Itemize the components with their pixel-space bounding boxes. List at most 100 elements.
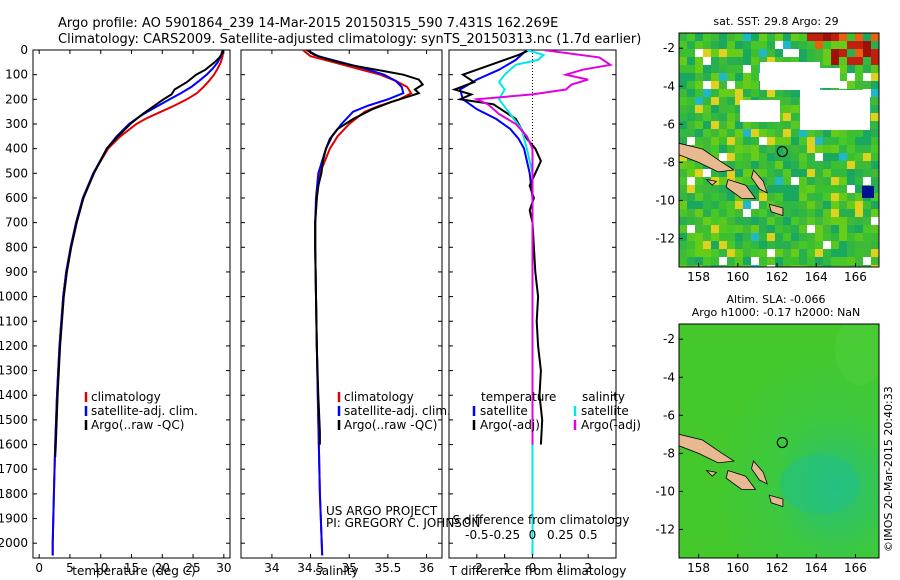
sst-cell (711, 129, 719, 137)
sst-cell (727, 145, 735, 153)
sst-cell (695, 249, 703, 257)
depth-tick-label: 1400 (0, 388, 28, 402)
island (679, 142, 736, 173)
sla-map-subtitle: Argo h1000: -0.17 h2000: NaN (692, 306, 861, 319)
sst-cell (807, 49, 815, 57)
sst-cell (703, 81, 711, 89)
sst-cell (847, 257, 855, 265)
sla-map (679, 324, 879, 558)
sst-cell (847, 65, 855, 73)
sst-cell (839, 81, 847, 89)
sst-cell (711, 249, 719, 257)
sst-cell (823, 265, 831, 267)
sst-cell (687, 217, 695, 225)
sla-map-frame (678, 323, 880, 559)
sst-cell (839, 233, 847, 241)
sst-cell (799, 185, 807, 193)
sst-cell (735, 105, 743, 113)
sst-cell (767, 249, 775, 257)
map-lon-label: 166 (844, 561, 867, 575)
sst-cell (687, 105, 695, 113)
salinity-plot (302, 50, 425, 556)
sst-cell (871, 113, 879, 121)
sst-cell (735, 145, 743, 153)
sst-cell (695, 169, 703, 177)
depth-tick-label: 800 (5, 240, 28, 254)
sst-cell (799, 209, 807, 217)
sst-cell (871, 105, 879, 113)
sst-cell (847, 249, 855, 257)
sst-map-frame (678, 32, 880, 268)
sst-cell (711, 121, 719, 129)
sst-cell (783, 193, 791, 201)
sst-cell (711, 145, 719, 153)
sst-cell (727, 73, 735, 81)
sst-cell (679, 65, 687, 73)
sst-cell (799, 257, 807, 265)
sst-cell (775, 217, 783, 225)
depth-tick-label: 1800 (0, 487, 28, 501)
sst-cell (863, 41, 871, 49)
x-tick-label: 0 (529, 561, 537, 575)
sst-cell (743, 145, 751, 153)
sst-cell (775, 89, 783, 97)
sst-cell (751, 201, 759, 209)
map-lon-label: 160 (726, 561, 749, 575)
sst-cell (703, 97, 711, 105)
sst-cell (831, 185, 839, 193)
sst-cell (735, 129, 743, 137)
sst-cell (855, 225, 863, 233)
sst-cell (855, 201, 863, 209)
sst-cell (831, 57, 839, 65)
sst-cell (695, 129, 703, 137)
sst-cell (759, 145, 767, 153)
sst-cell (775, 249, 783, 257)
sst-cell (775, 129, 783, 137)
sst-cell (719, 241, 727, 249)
sst-map (679, 33, 879, 267)
depth-tick-label: 200 (5, 92, 28, 106)
sst-cell (703, 105, 711, 113)
sst-cell (767, 177, 775, 185)
sst-cell (695, 217, 703, 225)
sst-cell (743, 225, 751, 233)
sst-cell (743, 73, 751, 81)
sst-cell (783, 113, 791, 121)
sst-cell (855, 57, 863, 65)
sst-cell (855, 257, 863, 265)
argo-position-marker (776, 436, 788, 449)
depth-tick-label: 2000 (0, 536, 28, 550)
sst-cell (775, 145, 783, 153)
sst-cell (839, 145, 847, 153)
island (751, 460, 768, 485)
sst-cell (711, 217, 719, 225)
s-tick-label: 0.25 (547, 528, 574, 542)
map-lat-label: -2 (663, 41, 675, 55)
sst-cell (743, 137, 751, 145)
sst-cell (871, 225, 879, 233)
sst-cell (823, 225, 831, 233)
series-line-temperature-satellite (458, 50, 534, 519)
sst-cell (727, 89, 735, 97)
sst-cell (695, 81, 703, 89)
sst-cell (703, 73, 711, 81)
sst-cell (751, 57, 759, 65)
depth-tick-label: 1700 (0, 462, 28, 476)
sst-cell (783, 97, 791, 105)
sst-cell (719, 177, 727, 185)
sst-cell (791, 113, 799, 121)
sst-cell (823, 241, 831, 249)
sst-cell (695, 57, 703, 65)
sst-cell (807, 257, 815, 265)
map-lon-label: 166 (844, 270, 867, 284)
sst-cell (727, 161, 735, 169)
sst-cell (759, 233, 767, 241)
sst-cell (855, 185, 863, 193)
sst-cell (831, 233, 839, 241)
map-lat-label: -4 (663, 370, 675, 384)
sst-cell (783, 225, 791, 233)
sst-cell (775, 177, 783, 185)
island (705, 178, 718, 186)
sst-cell (839, 257, 847, 265)
